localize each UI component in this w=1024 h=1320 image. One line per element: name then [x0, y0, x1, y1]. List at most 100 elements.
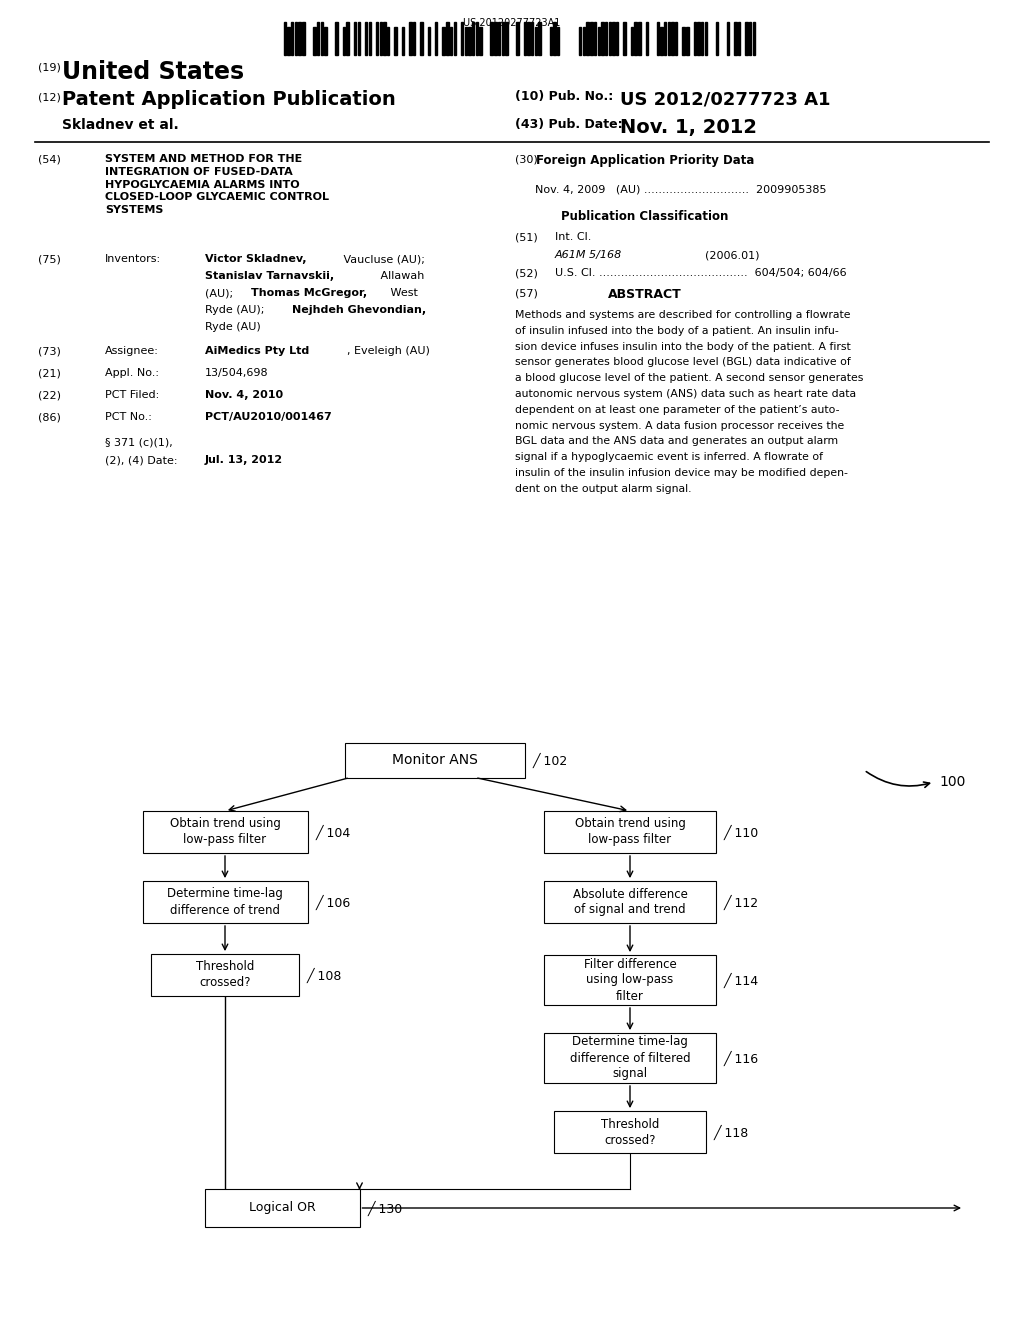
Text: Allawah: Allawah	[377, 271, 424, 281]
Bar	[539, 22, 541, 55]
Text: (19): (19)	[38, 62, 60, 73]
Text: nomic nervous system. A data fusion processor receives the: nomic nervous system. A data fusion proc…	[515, 421, 844, 430]
Text: (75): (75)	[38, 253, 60, 264]
Bar	[343, 26, 345, 55]
Text: AiMedics Pty Ltd: AiMedics Pty Ltd	[205, 346, 309, 356]
Text: Obtain trend using
low-pass filter: Obtain trend using low-pass filter	[574, 817, 685, 846]
Bar	[535, 26, 538, 55]
Bar	[346, 22, 349, 55]
Bar	[624, 22, 626, 55]
Text: (86): (86)	[38, 412, 60, 422]
Bar	[291, 22, 294, 55]
Text: , Eveleigh (AU): , Eveleigh (AU)	[347, 346, 430, 356]
Text: Jul. 13, 2012: Jul. 13, 2012	[205, 455, 283, 465]
Text: PCT No.:: PCT No.:	[105, 412, 152, 422]
FancyBboxPatch shape	[151, 954, 299, 997]
Bar	[700, 22, 703, 55]
Text: West: West	[387, 288, 418, 298]
Text: Inventors:: Inventors:	[105, 253, 161, 264]
Text: signal if a hypoglycaemic event is inferred. A flowrate of: signal if a hypoglycaemic event is infer…	[515, 453, 823, 462]
Bar	[550, 26, 552, 55]
Text: 100: 100	[939, 775, 966, 789]
Bar	[316, 22, 319, 55]
Bar	[612, 22, 614, 55]
Bar	[638, 22, 641, 55]
Bar	[420, 22, 423, 55]
Bar	[380, 22, 382, 55]
Text: ╱ 106: ╱ 106	[315, 895, 351, 909]
Bar	[369, 22, 371, 55]
Bar	[295, 22, 297, 55]
Text: ╱ 108: ╱ 108	[307, 968, 342, 982]
Text: Threshold
crossed?: Threshold crossed?	[196, 961, 254, 990]
Text: US 20120277723A1: US 20120277723A1	[463, 18, 561, 28]
Bar	[357, 22, 360, 55]
Bar	[354, 22, 356, 55]
Bar	[394, 26, 397, 55]
Bar	[516, 22, 519, 55]
Bar	[608, 22, 611, 55]
Bar	[298, 22, 301, 55]
Text: ╱ 130: ╱ 130	[368, 1200, 402, 1216]
Bar	[498, 22, 501, 55]
Text: Nov. 4, 2010: Nov. 4, 2010	[205, 389, 283, 400]
Bar	[686, 26, 688, 55]
Bar	[631, 26, 633, 55]
Text: Ryde (AU): Ryde (AU)	[205, 322, 261, 333]
Bar	[465, 26, 467, 55]
Text: dependent on at least one parameter of the patient’s auto-: dependent on at least one parameter of t…	[515, 405, 840, 414]
FancyBboxPatch shape	[142, 880, 307, 923]
Bar	[505, 22, 508, 55]
Bar	[738, 22, 740, 55]
Bar	[716, 22, 718, 55]
Bar	[401, 26, 404, 55]
Bar	[502, 22, 504, 55]
Text: Foreign Application Priority Data: Foreign Application Priority Data	[536, 154, 755, 168]
Bar	[645, 22, 648, 55]
Bar	[734, 22, 736, 55]
Text: Thomas McGregor,: Thomas McGregor,	[251, 288, 368, 298]
Text: (43) Pub. Date:: (43) Pub. Date:	[515, 117, 623, 131]
Text: (12): (12)	[38, 92, 60, 102]
Bar	[428, 26, 430, 55]
Text: Patent Application Publication: Patent Application Publication	[62, 90, 395, 110]
Text: Threshold
crossed?: Threshold crossed?	[601, 1118, 659, 1147]
Text: Appl. No.:: Appl. No.:	[105, 368, 159, 378]
Text: ABSTRACT: ABSTRACT	[608, 288, 682, 301]
Bar	[284, 22, 286, 55]
Bar	[605, 22, 607, 55]
Bar	[479, 26, 481, 55]
Bar	[313, 26, 315, 55]
Bar	[442, 26, 444, 55]
Text: sion device infuses insulin into the body of the patient. A first: sion device infuses insulin into the bod…	[515, 342, 851, 351]
Text: (AU);: (AU);	[205, 288, 237, 298]
Text: ╱ 114: ╱ 114	[724, 973, 759, 987]
Bar	[288, 26, 290, 55]
Text: PCT Filed:: PCT Filed:	[105, 389, 160, 400]
Bar	[635, 22, 637, 55]
Bar	[531, 22, 534, 55]
Text: Assignee:: Assignee:	[105, 346, 159, 356]
Text: Logical OR: Logical OR	[249, 1201, 315, 1214]
Bar	[413, 22, 416, 55]
Text: ╱ 112: ╱ 112	[724, 895, 759, 909]
Text: sensor generates blood glucose level (BGL) data indicative of: sensor generates blood glucose level (BG…	[515, 358, 851, 367]
Text: (73): (73)	[38, 346, 60, 356]
Text: 13/504,698: 13/504,698	[205, 368, 268, 378]
Text: (2006.01): (2006.01)	[705, 249, 760, 260]
Text: (57): (57)	[515, 288, 538, 298]
Text: United States: United States	[62, 59, 244, 84]
Text: SYSTEM AND METHOD FOR THE
INTEGRATION OF FUSED-DATA
HYPOGLYCAEMIA ALARMS INTO
CL: SYSTEM AND METHOD FOR THE INTEGRATION OF…	[105, 154, 329, 215]
Bar	[472, 22, 474, 55]
Bar	[336, 22, 338, 55]
Bar	[435, 22, 437, 55]
Bar	[302, 22, 304, 55]
Bar	[450, 26, 453, 55]
Text: (51): (51)	[515, 232, 538, 242]
Bar	[468, 26, 471, 55]
Bar	[476, 22, 478, 55]
Bar	[727, 22, 729, 55]
Bar	[598, 26, 600, 55]
Bar	[376, 22, 379, 55]
Text: Vaucluse (AU);: Vaucluse (AU);	[340, 253, 425, 264]
